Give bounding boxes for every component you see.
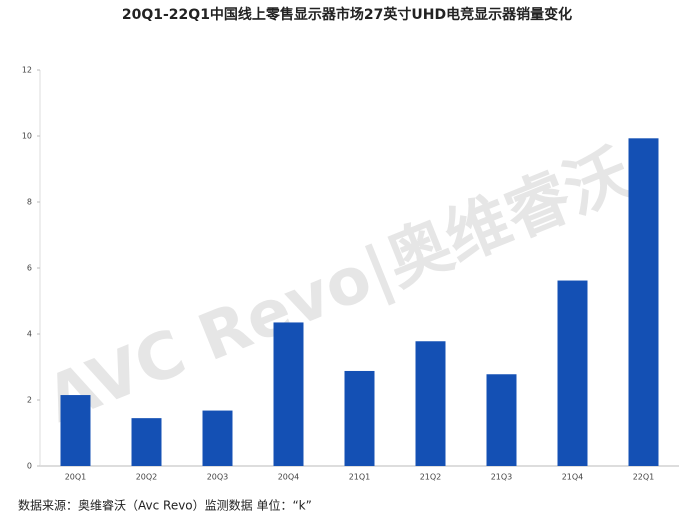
bar xyxy=(60,395,91,466)
x-tick-label: 21Q2 xyxy=(420,473,442,482)
y-tick-label: 8 xyxy=(27,198,32,207)
bar xyxy=(202,410,233,466)
y-tick-label: 12 xyxy=(22,66,32,75)
x-tick-label: 20Q4 xyxy=(278,473,300,482)
x-tick-label: 21Q3 xyxy=(491,473,513,482)
x-tick-label: 21Q4 xyxy=(562,473,584,482)
x-tick-label: 21Q1 xyxy=(349,473,371,482)
y-tick-label: 6 xyxy=(27,264,32,273)
bar xyxy=(344,370,375,466)
bar xyxy=(628,138,659,466)
x-tick-label: 20Q3 xyxy=(207,473,229,482)
source-note: 数据来源：奥维睿沃（Avc Revo）监测数据 单位：“k” xyxy=(18,498,312,513)
bar xyxy=(273,322,304,466)
chart-title: 20Q1-22Q1中国线上零售显示器市场27英寸UHD电竞显示器销量变化 xyxy=(122,6,572,23)
y-tick-label: 10 xyxy=(22,132,32,141)
x-tick-label: 22Q1 xyxy=(633,473,655,482)
bar xyxy=(486,374,517,466)
y-tick-label: 2 xyxy=(27,396,32,405)
bar xyxy=(557,280,588,466)
bar xyxy=(415,341,446,466)
x-tick-label: 20Q1 xyxy=(65,473,87,482)
x-tick-label: 20Q2 xyxy=(136,473,158,482)
y-tick-label: 4 xyxy=(27,330,32,339)
watermark: AVC Revo|奥维睿沃 xyxy=(37,136,641,438)
y-tick-label: 0 xyxy=(27,462,32,471)
bar xyxy=(131,418,162,466)
